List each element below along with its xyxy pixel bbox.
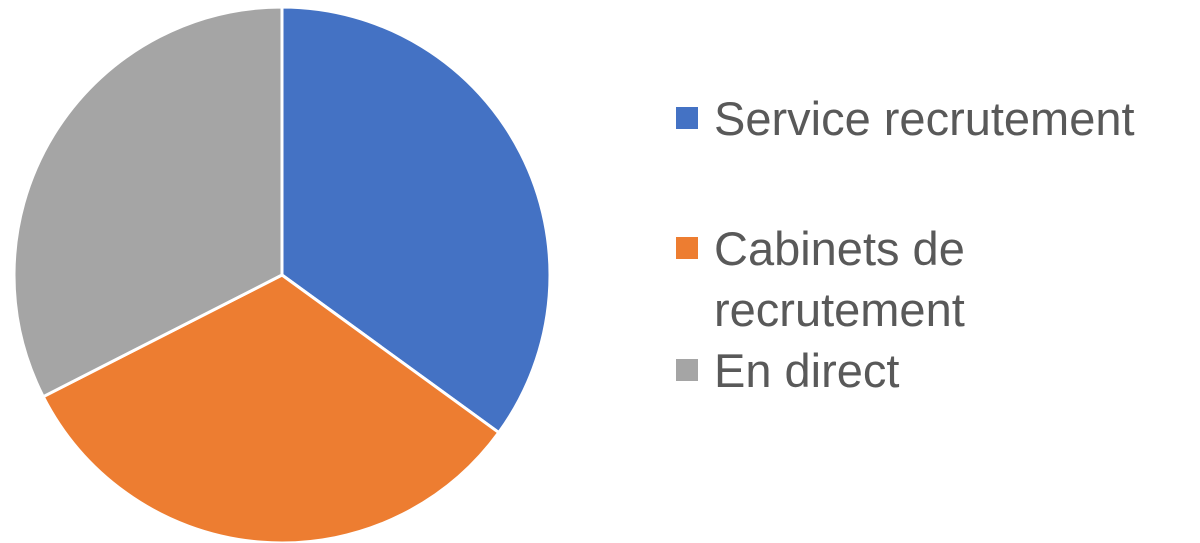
legend-entry: En direct bbox=[676, 340, 1184, 401]
pie-slice bbox=[12, 5, 284, 399]
legend-entry: Service recrutement bbox=[676, 88, 1184, 149]
legend-swatch bbox=[676, 359, 698, 381]
legend-label: Cabinets de recrutement bbox=[714, 222, 965, 336]
legend-swatch bbox=[676, 237, 698, 259]
pie-slice bbox=[41, 273, 501, 543]
legend-entry: Cabinets de recrutement bbox=[676, 218, 1184, 340]
pie-slice bbox=[280, 5, 552, 435]
legend-label: Service recrutement bbox=[714, 92, 1135, 145]
legend-swatch bbox=[676, 107, 698, 129]
legend-label: En direct bbox=[714, 344, 900, 397]
legend: Service recrutement Cabinets de recruteme… bbox=[676, 88, 1196, 401]
